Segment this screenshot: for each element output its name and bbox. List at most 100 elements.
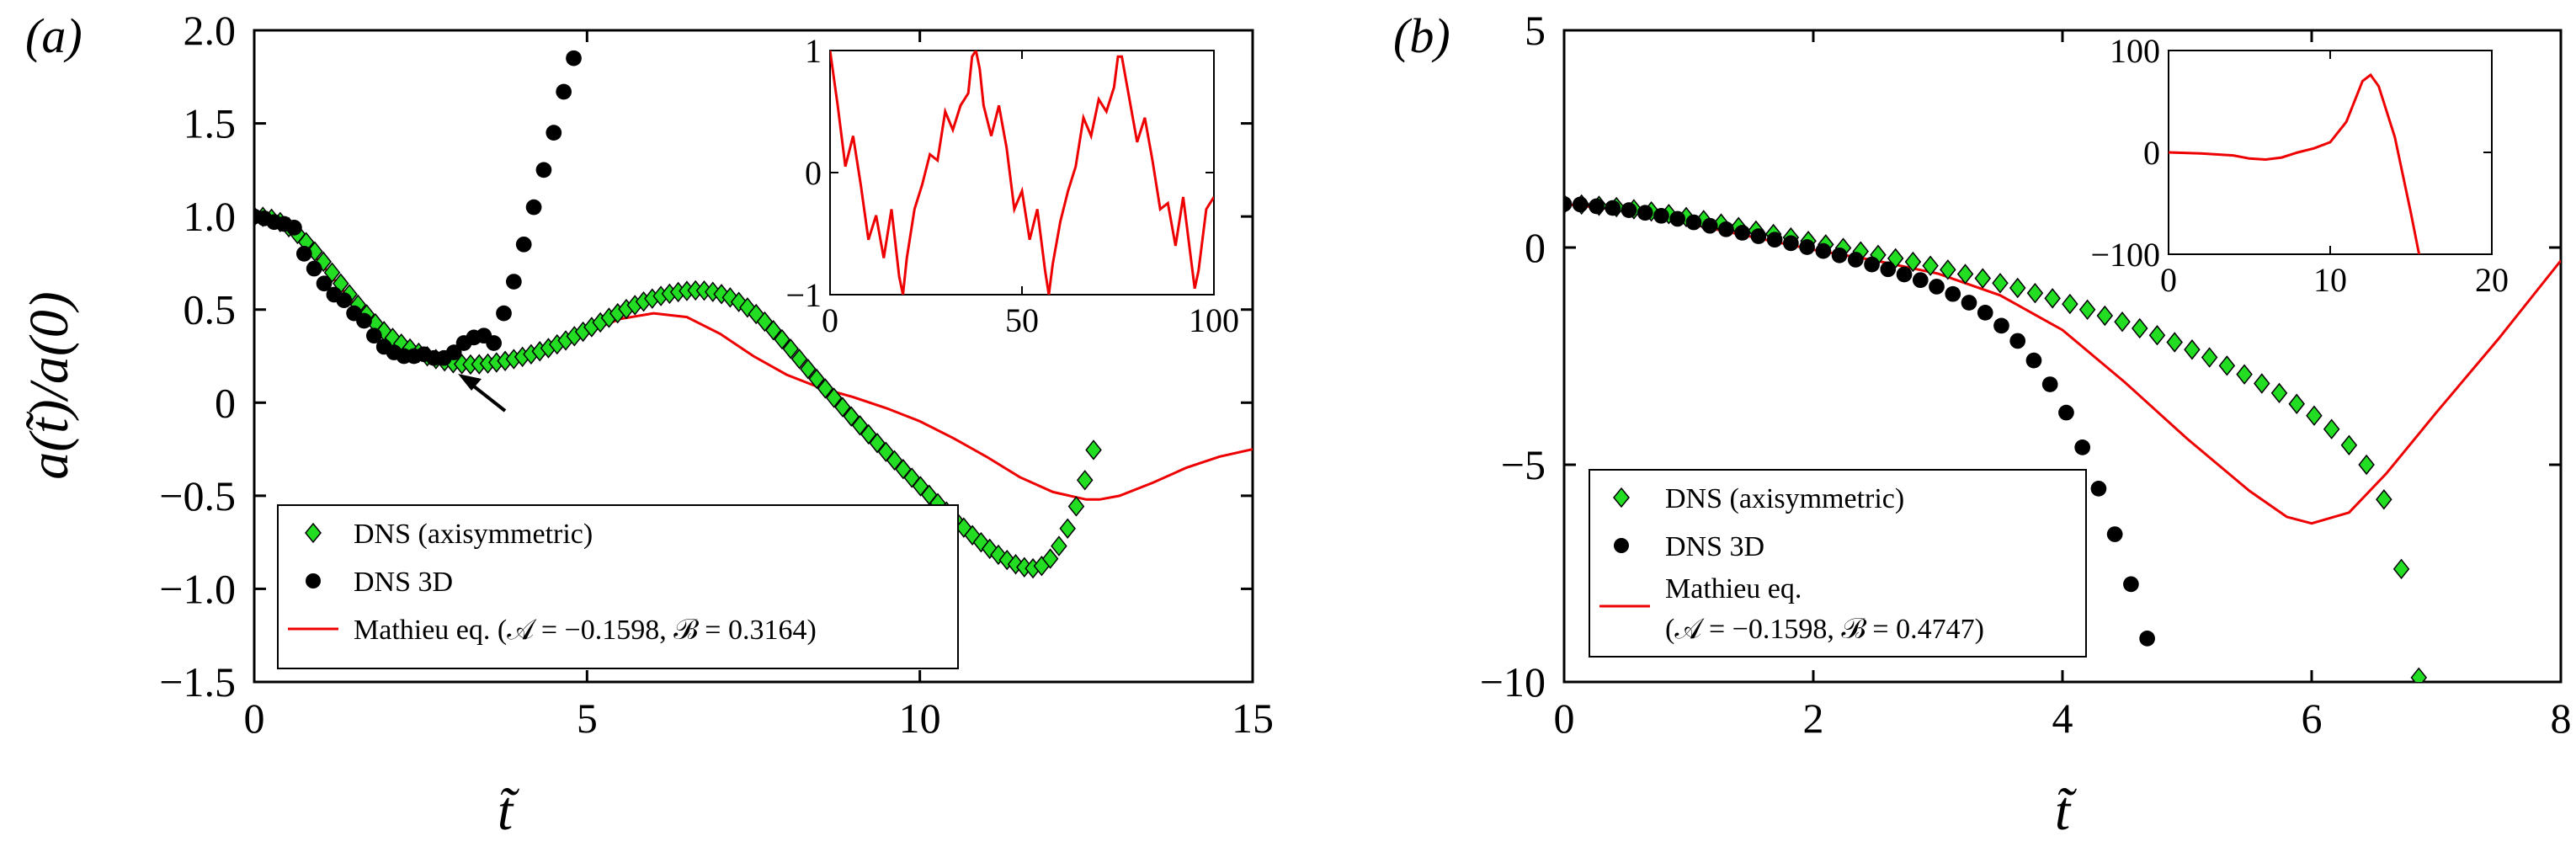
b-dns3d-point	[1653, 207, 1669, 224]
b-axisym-point	[2148, 325, 2166, 346]
b-ytick-label: 5	[1525, 7, 1546, 54]
a-dns3d-point	[365, 327, 382, 344]
b-axisym-point	[1974, 268, 1992, 289]
inset-a-line	[830, 51, 1214, 295]
b-dns3d-point	[2139, 631, 2155, 647]
a-axisym-point	[1067, 496, 1085, 517]
b-dns3d-point	[1685, 214, 1702, 231]
inset-b-ytick-label: 0	[2143, 134, 2160, 172]
a-axisym-point	[1041, 548, 1059, 569]
b-dns3d-point	[1961, 295, 1977, 311]
b-axisym-point	[2201, 347, 2218, 368]
b-dns3d-point	[1815, 242, 1832, 259]
b-dns3d-point	[1945, 285, 1961, 302]
a-ytick-label: 0.5	[184, 286, 237, 333]
a-xtick-label: 15	[1232, 695, 1274, 742]
a-ytick-label: −1.0	[159, 565, 236, 612]
b-dns3d-point	[1637, 205, 1653, 221]
a-axisym-point	[869, 433, 886, 454]
a-axisym-point	[721, 287, 739, 308]
a-dns3d-point	[556, 83, 572, 100]
legend-b-circle-icon	[1614, 538, 1629, 553]
a-dns3d-point	[535, 162, 552, 178]
b-axisym-point	[2358, 454, 2375, 476]
b-axisym-point	[2254, 373, 2270, 394]
inset-a-ytick-label: 1	[805, 32, 822, 70]
b-ytick-label: 0	[1525, 224, 1546, 271]
b-dns3d-point	[2106, 526, 2123, 542]
a-axisym-point	[886, 450, 903, 471]
legend-b-entry-4: (𝒜 = −0.1598, ℬ = 0.4747)	[1665, 614, 1984, 645]
inset-b-xtick-label: 0	[2160, 261, 2177, 299]
inset-a-frame	[829, 50, 1215, 296]
inset-b-ytick-label: −100	[2090, 236, 2160, 274]
x-axis-label-b: t̃	[2055, 780, 2078, 842]
b-axisym-point	[2306, 405, 2323, 426]
legend-b-entry-1: DNS (axisymmetric)	[1665, 483, 1904, 514]
b-dns3d-point	[2058, 404, 2074, 421]
b-axisym-point	[2096, 305, 2114, 327]
a-axisym-point	[774, 328, 790, 350]
b-dns3d-point	[2123, 576, 2139, 593]
a-dns3d-point	[445, 344, 462, 360]
b-dns3d-point	[1589, 198, 1605, 215]
a-dns3d-point	[316, 275, 333, 292]
b-axisym-point	[2410, 667, 2428, 682]
b-dns3d-point	[1669, 210, 1686, 227]
inset-b-xtick-label: 10	[2313, 261, 2347, 299]
b-dns3d-point	[1718, 221, 1734, 237]
b-axisym-point	[2044, 288, 2061, 309]
b-xtick-label: 0	[1554, 695, 1575, 742]
inset-a-xtick-label: 50	[1005, 301, 1039, 339]
a-xtick-label: 10	[899, 695, 941, 742]
b-xtick-label: 4	[2052, 695, 2073, 742]
a-dns3d-point	[286, 220, 302, 236]
b-dns3d-point	[2041, 376, 2058, 392]
b-dns3d-point	[2074, 439, 2091, 455]
a-axisym-point	[790, 349, 808, 370]
inset-a-xtick-label: 0	[822, 301, 838, 339]
x-axis-label-a: t̃	[498, 780, 520, 842]
b-dns3d-point	[1605, 200, 1621, 216]
b-axisym-point	[1940, 259, 1956, 280]
b-dns3d-point	[1864, 256, 1880, 273]
legend-b-frame	[1589, 469, 2087, 658]
legend-a-circle-icon	[306, 573, 321, 588]
inset-a-ytick-label: 0	[805, 154, 822, 192]
a-axisym-point	[782, 338, 800, 359]
b-ytick-label: −10	[1480, 658, 1546, 706]
a-dns3d-point	[486, 335, 502, 351]
b-dns3d-point	[1701, 217, 1718, 234]
a-dns3d-point	[506, 274, 522, 290]
legend-a: DNS (axisymmetric) DNS 3D Mathieu eq. (𝒜…	[277, 504, 959, 669]
a-dns3d-point	[356, 312, 372, 329]
legend-b-entry-3: Mathieu eq.	[1665, 573, 1802, 604]
legend-a-entry-2: DNS 3D	[354, 567, 453, 598]
a-xtick-label: 0	[244, 695, 265, 742]
b-dns3d-point	[1621, 202, 1637, 218]
a-dns3d-point	[566, 50, 582, 67]
a-dns3d-point	[525, 199, 542, 216]
a-axisym-point	[808, 368, 825, 390]
panel-a-plot: 0 5 10 15−1.5−1.0−0.500.51.01.52.0	[159, 7, 1274, 742]
a-dns3d-point	[336, 292, 353, 309]
b-axisym-point	[2184, 339, 2201, 360]
b-ytick-label: −5	[1501, 441, 1546, 488]
a-ytick-label: 1.5	[184, 100, 237, 147]
b-dns3d-point	[1572, 196, 1589, 213]
b-axisym-point	[2114, 312, 2131, 333]
b-axisym-point	[1922, 255, 1939, 276]
a-axisym-point	[825, 387, 843, 408]
b-series-layer	[1564, 194, 2561, 682]
b-xtick-label: 2	[1803, 695, 1824, 742]
b-axisym-point	[2078, 299, 2096, 320]
b-axisym-point	[2131, 317, 2148, 339]
a-axisym-point	[860, 423, 877, 445]
legend-b-diamond-icon	[1613, 487, 1630, 509]
inset-b-line	[2169, 72, 2421, 254]
a-dns3d-point	[546, 125, 562, 141]
a-axisym-point	[851, 415, 869, 436]
b-axisym-point	[2270, 382, 2288, 404]
a-dns3d-point	[306, 260, 322, 277]
